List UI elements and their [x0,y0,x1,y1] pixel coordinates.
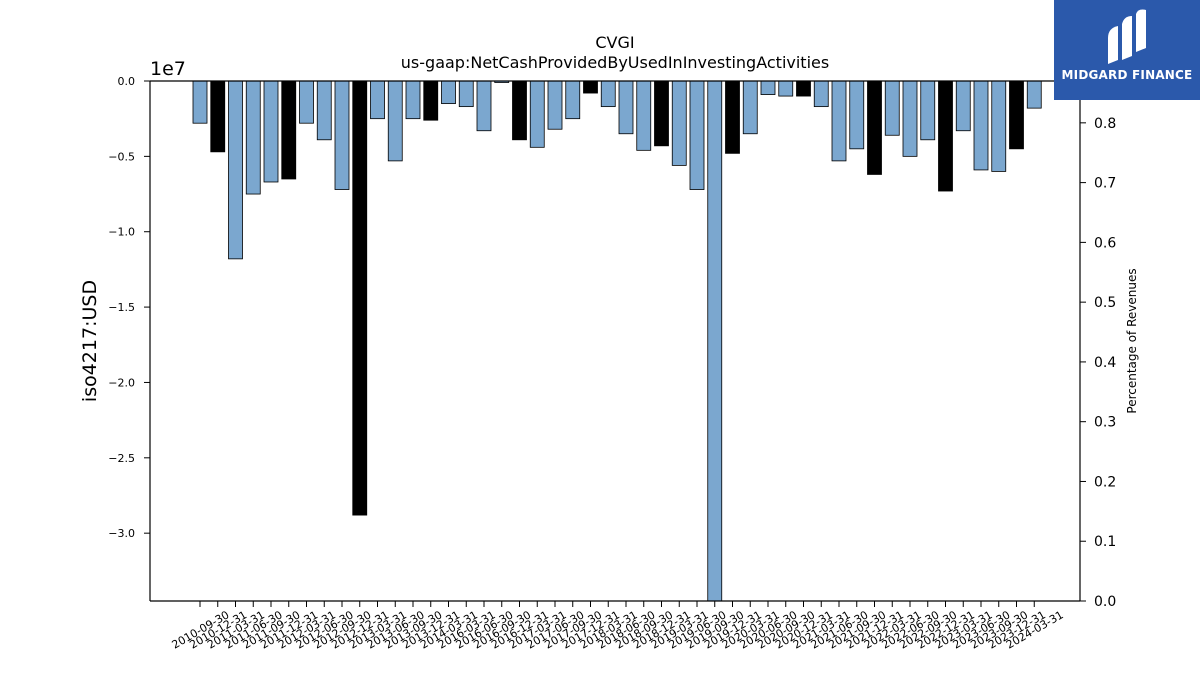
y-tick-label: −0.5 [108,150,135,163]
y-axis-label: iso4217:USD [79,280,101,402]
bar-2019-09-30 [707,80,723,602]
brand-logo: MIDGARD FINANCE [1054,0,1200,100]
bar-2023-03-31 [955,80,971,132]
bar-2022-12-31 [938,80,953,192]
y2-tick-label: 0.0 [1094,594,1116,610]
bar-2023-12-31 [1009,80,1024,150]
midgard-logo-icon [1108,9,1146,64]
bar-2023-09-30 [991,80,1007,172]
y-tick-label: −3.0 [108,527,135,540]
bar-2020-12-31 [796,80,811,97]
bar-2016-12-31 [512,80,527,141]
bar-2010-09-30 [192,80,208,124]
bar-2021-06-30 [831,80,847,162]
bar-2021-12-31 [867,80,882,175]
bar-2012-03-31 [299,80,314,124]
bar-2012-12-31 [352,80,368,516]
bar-2022-06-30 [902,80,918,157]
bar-2014-03-31 [441,80,456,105]
bar-2019-03-31 [671,80,687,166]
y-tick-label: 0.0 [118,75,136,88]
y-tick-label: −1.0 [108,226,135,239]
y2-axis-label: Percentage of Revenues [1125,268,1139,413]
bar-2017-03-31 [529,80,545,148]
bar-2020-09-30 [778,80,794,97]
bar-2019-06-30 [689,80,705,190]
y-tick-label: −2.0 [108,376,135,389]
bar-2020-03-31 [742,80,758,135]
bar-2013-06-30 [387,80,403,162]
bar-2013-09-30 [405,80,421,120]
bar-2016-06-30 [476,80,492,132]
bar-2016-03-31 [458,80,474,108]
bar-2013-12-31 [423,80,439,121]
y2-tick-label: 0.3 [1094,415,1116,431]
bar-2010-12-31 [210,80,226,153]
y2-tick-label: 0.5 [1094,295,1116,311]
bar-2018-06-30 [618,80,634,135]
chart-subtitle: us-gaap:NetCashProvidedByUsedInInvesting… [401,53,829,72]
bar-2018-03-31 [600,80,616,108]
y-tick-label: −1.5 [108,301,135,314]
bar-2022-09-30 [920,80,936,141]
brand-name: MIDGARD FINANCE [1061,68,1193,82]
y2-tick-label: 0.4 [1094,355,1116,371]
y-offset-label: 1e7 [150,58,186,80]
bar-2011-03-31 [228,80,243,260]
y2-tick-label: 0.8 [1094,116,1116,132]
bar-2018-12-31 [654,80,669,147]
bar-2024-03-31 [1026,80,1042,109]
bar-2021-03-31 [813,80,829,108]
bar-2013-03-31 [370,80,385,120]
bar-2017-09-30 [565,80,581,120]
bar-2021-09-30 [849,80,865,150]
y2-tick-label: 0.7 [1094,176,1116,192]
bar-2019-12-31 [725,80,740,154]
bar-2012-06-30 [316,80,332,141]
bar-2012-09-30 [334,80,350,190]
y-tick-label: −2.5 [108,452,135,465]
y2-tick-label: 0.2 [1094,474,1116,490]
bar-2011-09-30 [263,80,279,183]
chart-title: CVGI [595,33,634,52]
y2-tick-label: 0.6 [1094,235,1116,251]
bar-2023-06-30 [973,80,989,171]
bar-2011-06-30 [245,80,261,195]
bar-2017-12-31 [583,80,598,94]
bar-2020-06-30 [760,80,776,95]
bar-2011-12-31 [281,80,297,180]
bar-2018-09-30 [636,80,652,151]
bar-2022-03-31 [884,80,900,136]
bar-2017-06-30 [547,80,563,130]
y2-tick-label: 0.1 [1094,534,1116,550]
